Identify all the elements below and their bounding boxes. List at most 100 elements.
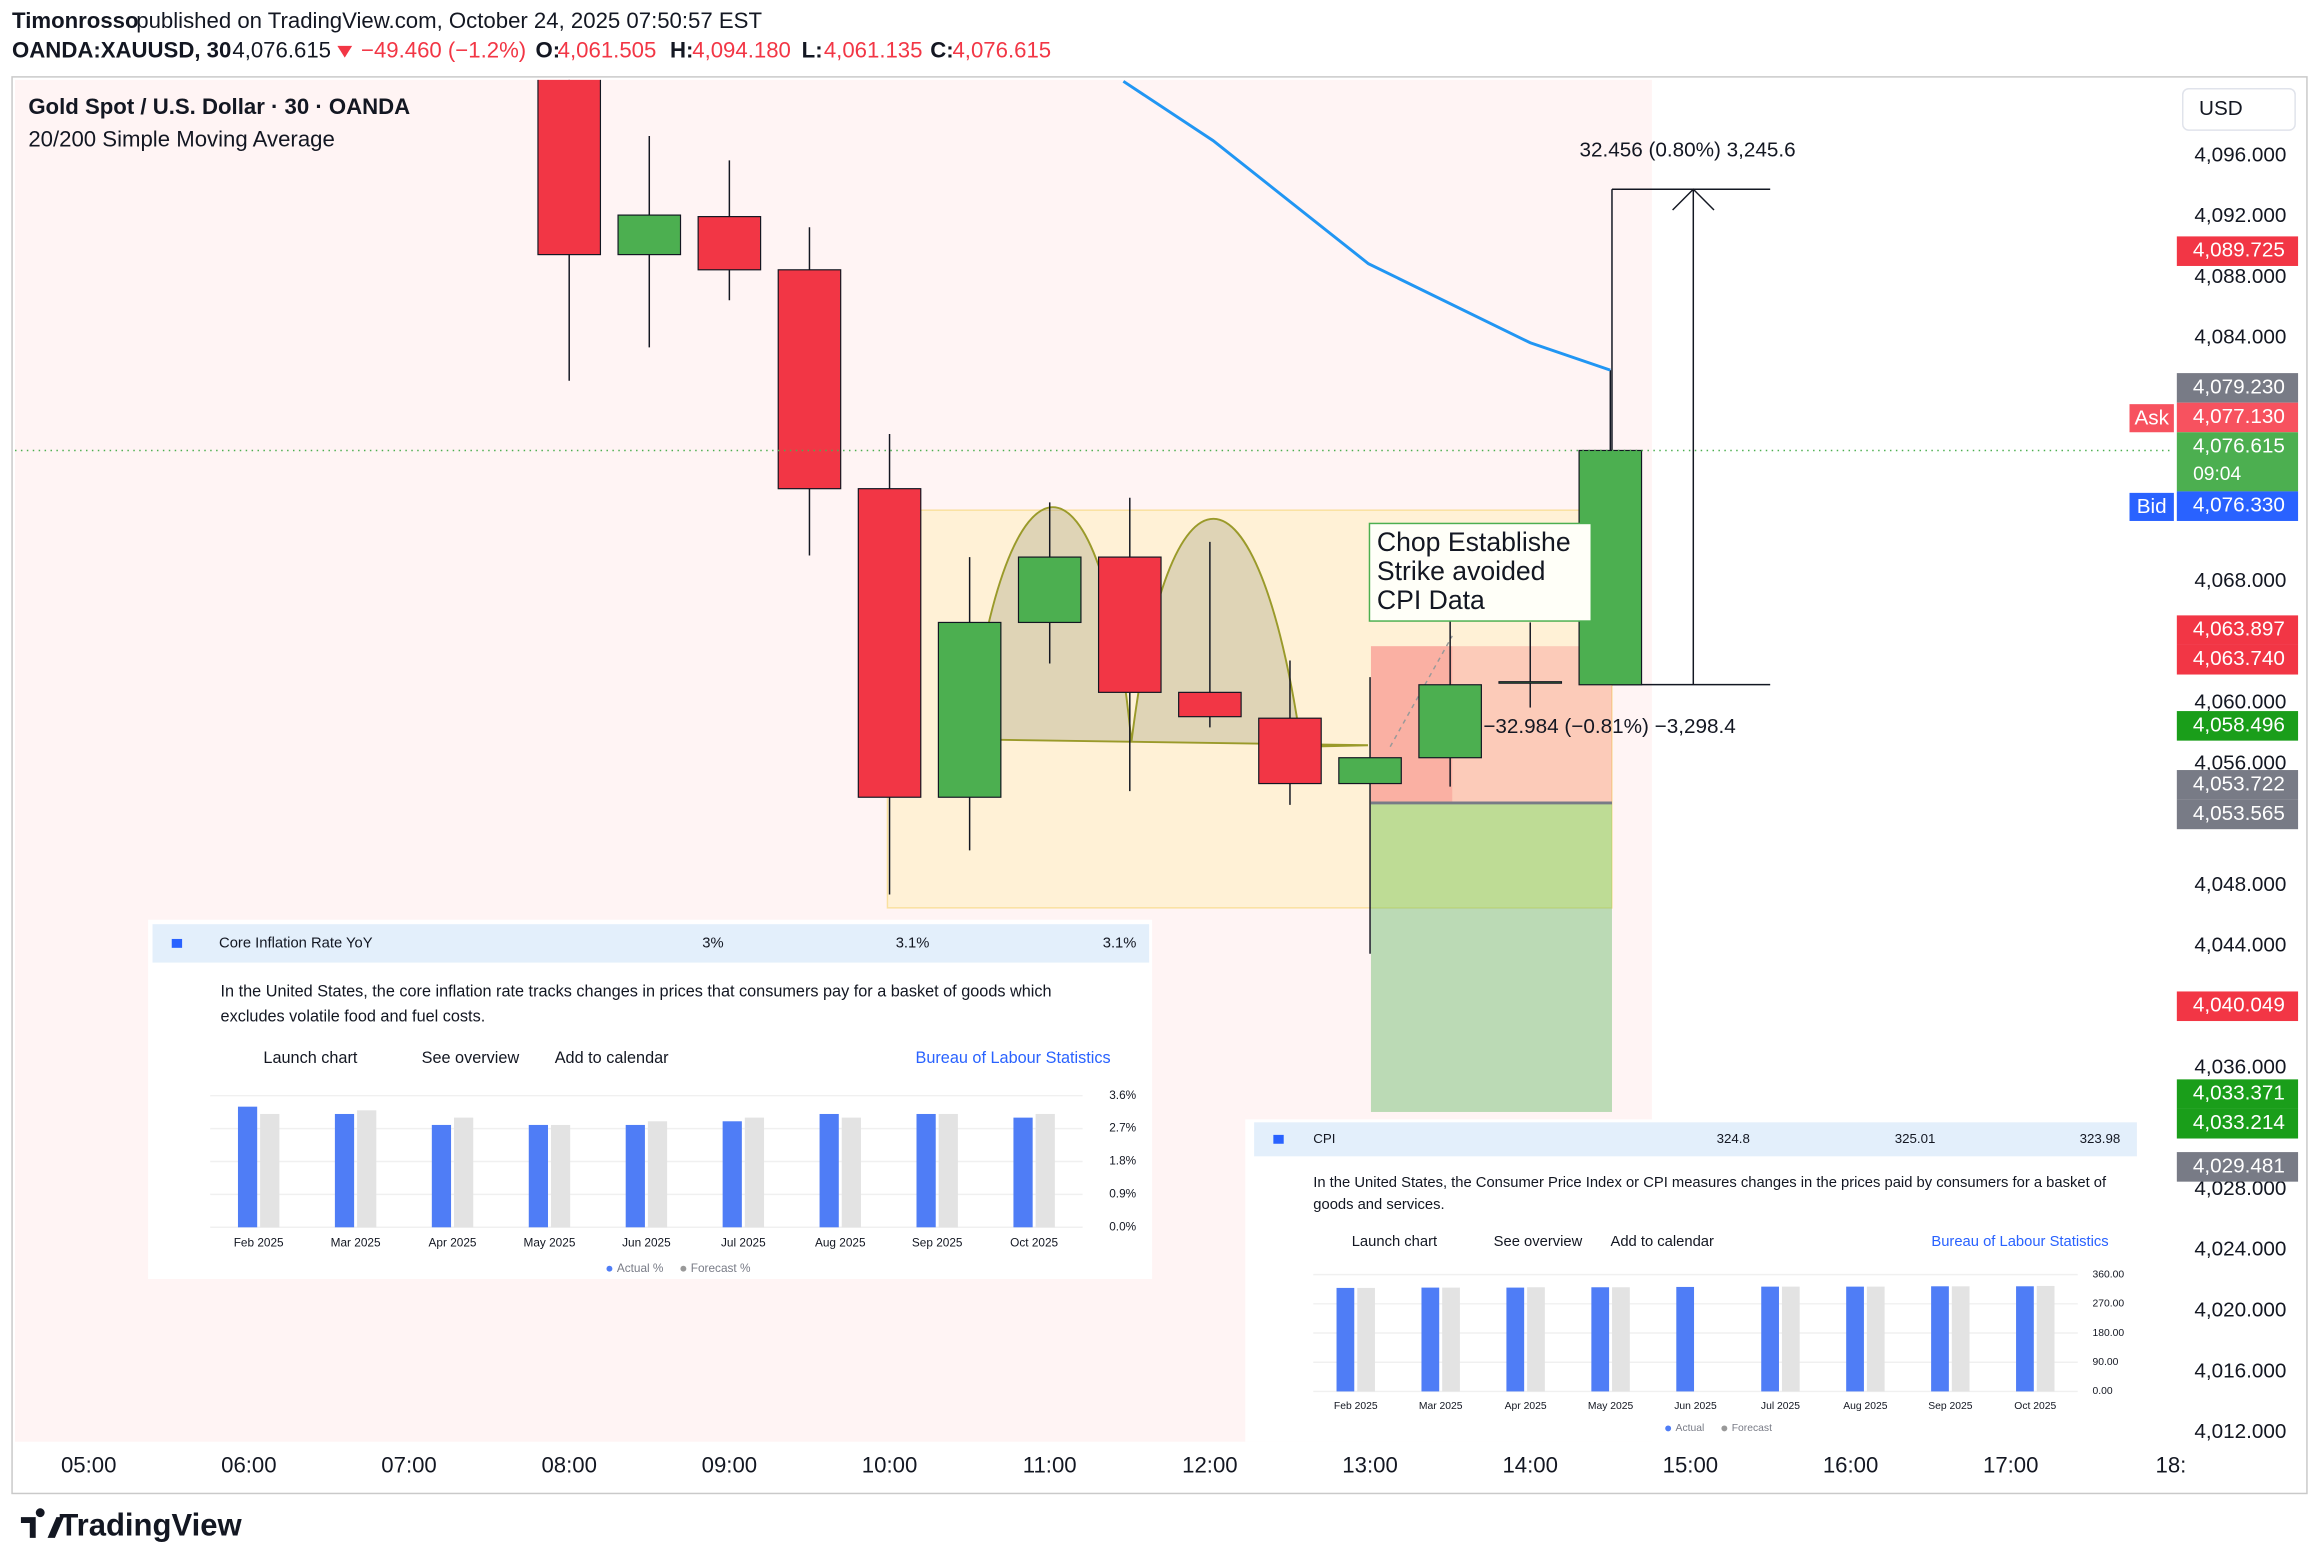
widget-source[interactable]: Bureau of Labour Statistics xyxy=(1931,1234,2108,1250)
price-tag xyxy=(2176,799,2299,830)
widget-y-tick: 3.6% xyxy=(1109,1088,1136,1102)
price-tag-label: 4,079.230 xyxy=(2193,375,2285,398)
note-line: Chop Establishe xyxy=(1377,527,1571,557)
candle-body xyxy=(617,214,682,256)
price-tag xyxy=(2176,402,2299,433)
y-tick-label: 4,012.000 xyxy=(2194,1420,2286,1443)
y-tick-label: 4,016.000 xyxy=(2194,1359,2286,1382)
widget-x-tick: Jul 2025 xyxy=(721,1236,766,1250)
widget-description: In the United States, the Consumer Price… xyxy=(1313,1175,2107,1191)
price-tag xyxy=(2176,1152,2299,1182)
widget-bar xyxy=(647,1121,668,1228)
widget-button[interactable]: See overview xyxy=(422,1049,520,1067)
price-tag xyxy=(2176,770,2299,800)
widget-bar xyxy=(1035,1113,1055,1228)
widget-bar xyxy=(1527,1287,1545,1392)
y-tick-label: 4,044.000 xyxy=(2194,934,2286,957)
widget-bar xyxy=(1931,1286,1949,1392)
widget-bar xyxy=(722,1121,742,1228)
moving-average xyxy=(1122,80,1611,372)
widget-y-tick: 360.00 xyxy=(2093,1269,2125,1280)
widget-source[interactable]: Bureau of Labour Statistics xyxy=(916,1049,1111,1067)
ohlc-value: 4,061.505 xyxy=(558,38,657,63)
widget-button[interactable]: Add to calendar xyxy=(555,1049,669,1067)
down-arrow xyxy=(337,45,353,58)
note-line: CPI Data xyxy=(1377,585,1485,615)
candle-body xyxy=(1178,691,1242,718)
widget-bar xyxy=(1013,1117,1033,1228)
y-tick-label: 4,068.000 xyxy=(2194,569,2286,592)
widget-bar xyxy=(1866,1286,1885,1392)
price-tag-label: 4,033.371 xyxy=(2193,1082,2285,1105)
widget-x-tick: Mar 2025 xyxy=(331,1236,381,1250)
widget-title: CPI xyxy=(1313,1131,1335,1146)
widget-value: 3.1% xyxy=(1103,935,1137,951)
x-tick-label: 10:00 xyxy=(862,1453,917,1478)
brand-logo xyxy=(20,1508,64,1538)
widget-y-tick: 1.8% xyxy=(1109,1154,1136,1168)
widget-panel xyxy=(1245,1119,2140,1442)
ohlc-key: L: xyxy=(802,38,823,63)
candle-body xyxy=(857,488,922,798)
price-tag xyxy=(2176,491,2299,521)
price-tag-label: 4,077.130 xyxy=(2193,405,2285,428)
change: −49.460 (−1.2%) xyxy=(361,38,526,63)
candle-body xyxy=(1418,684,1482,759)
widget-button[interactable]: Launch chart xyxy=(263,1049,357,1067)
widget-value: 3% xyxy=(702,935,723,951)
widget-bar xyxy=(237,1106,258,1228)
widget-description: excludes volatile food and fuel costs. xyxy=(221,1008,486,1026)
price-tag-label: 4,076.330 xyxy=(2193,494,2285,517)
widget-header xyxy=(152,924,1150,963)
widget-bar xyxy=(1336,1287,1355,1392)
legend-entry: 20/200 Simple Moving Average xyxy=(28,126,335,151)
widget-y-tick: 0.00 xyxy=(2093,1386,2113,1397)
stop-zone xyxy=(1370,646,1612,803)
widget-y-tick: 180.00 xyxy=(2093,1328,2125,1339)
target-zone-overlap xyxy=(1370,802,1612,908)
widget-button[interactable]: Add to calendar xyxy=(1610,1234,1714,1250)
widget-x-tick: Aug 2025 xyxy=(1843,1401,1888,1412)
currency-button[interactable] xyxy=(2182,87,2296,131)
candle-body xyxy=(1017,556,1082,624)
widget-x-tick: Aug 2025 xyxy=(815,1236,866,1250)
widget-bar xyxy=(260,1113,280,1228)
note-line: Strike avoided xyxy=(1377,556,1546,586)
widget-header xyxy=(1254,1122,2137,1157)
price-tag xyxy=(2176,711,2299,741)
candle-body xyxy=(1097,556,1162,693)
widget-bar xyxy=(334,1113,355,1228)
candle-body xyxy=(697,216,762,271)
x-tick-label: 13:00 xyxy=(1342,1453,1397,1478)
widget-bar xyxy=(1357,1287,1375,1392)
ohlc-value: 4,061.135 xyxy=(824,38,923,63)
price-tag-label: 4,029.481 xyxy=(2193,1154,2285,1177)
price-tag xyxy=(2176,991,2299,1022)
price-tag-label: 4,076.615 xyxy=(2193,435,2285,458)
y-tick-label: 4,056.000 xyxy=(2194,751,2286,774)
widget-legend: Forecast % xyxy=(691,1261,751,1275)
price-tag-label: 4,063.740 xyxy=(2193,647,2285,670)
widget-bar xyxy=(2016,1286,2034,1392)
widget-button[interactable]: See overview xyxy=(1494,1234,1583,1250)
widget-bar xyxy=(1676,1286,1695,1392)
y-tick-label: 4,088.000 xyxy=(2194,265,2286,288)
widget-legend: Actual % xyxy=(617,1261,664,1275)
price-tag xyxy=(2176,1079,2299,1109)
ohlc-key: C: xyxy=(930,38,953,63)
y-tick-label: 4,084.000 xyxy=(2194,326,2286,349)
price-tag-label: 4,040.049 xyxy=(2193,994,2285,1017)
widget-legend-dot xyxy=(680,1265,687,1272)
widget-y-tick: 270.00 xyxy=(2093,1299,2125,1310)
x-tick-label: 14:00 xyxy=(1502,1453,1557,1478)
widget-bar xyxy=(819,1113,839,1228)
chart-title: Gold Spot / U.S. Dollar · 30 · OANDA xyxy=(28,94,410,119)
widget-bar xyxy=(550,1124,571,1228)
candles xyxy=(15,79,2171,954)
y-tick-label: 4,096.000 xyxy=(2194,143,2286,166)
widget-x-tick: Mar 2025 xyxy=(1419,1401,1463,1412)
widget-button[interactable]: Launch chart xyxy=(1352,1234,1437,1250)
widget-x-tick: Sep 2025 xyxy=(1928,1401,1973,1412)
x-tick-label: 11:00 xyxy=(1023,1453,1077,1478)
widget-y-tick: 0.9% xyxy=(1109,1187,1136,1201)
